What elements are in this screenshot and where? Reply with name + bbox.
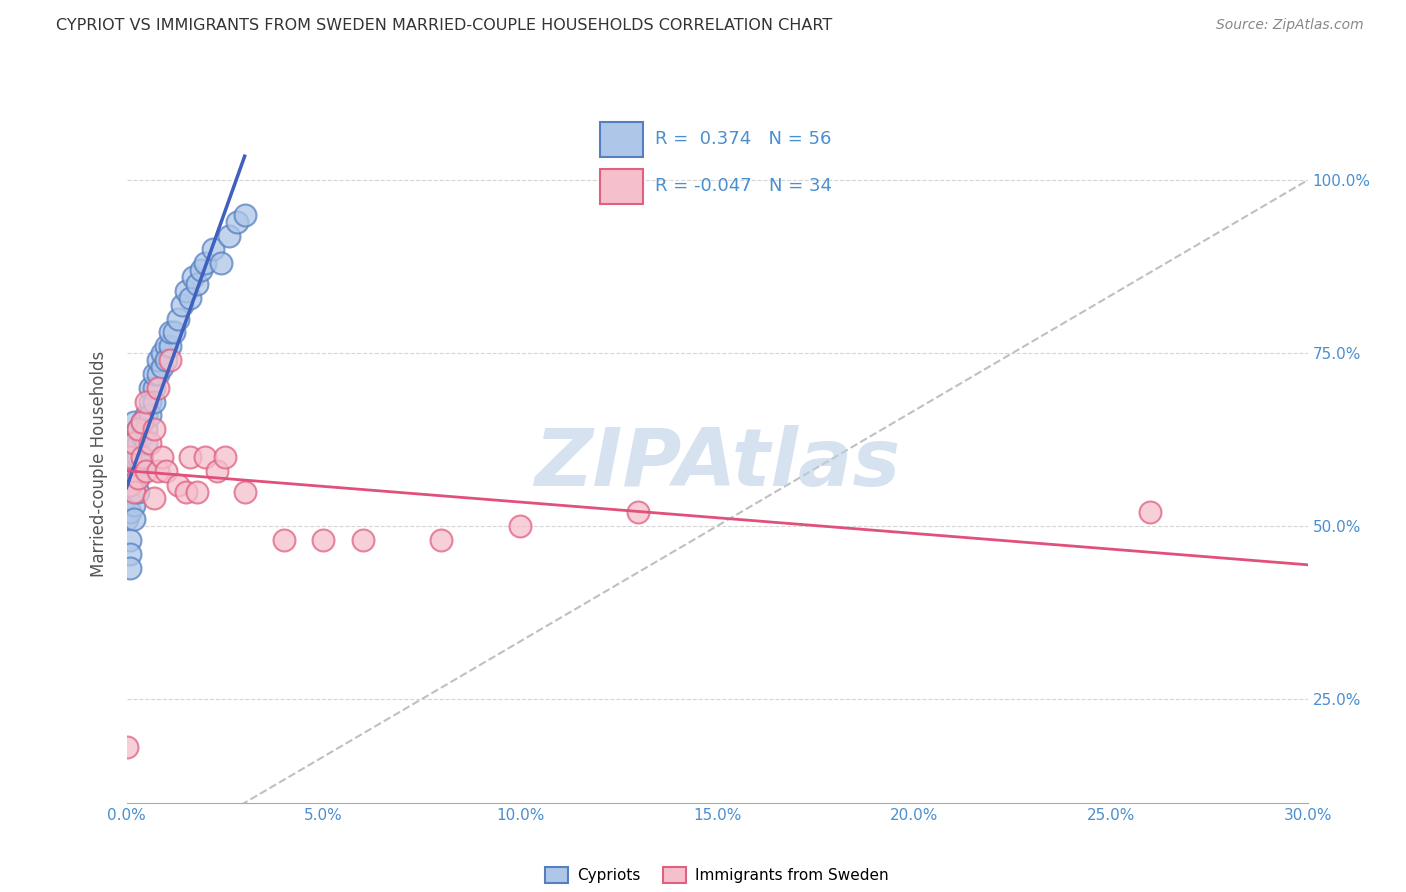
- Point: [205, 464, 228, 478]
- Point: [194, 450, 217, 464]
- Point: [120, 464, 142, 478]
- Point: [131, 450, 153, 464]
- Point: [159, 353, 181, 368]
- Point: [124, 484, 146, 499]
- Point: [124, 415, 146, 429]
- Point: [139, 394, 162, 409]
- Point: [170, 298, 193, 312]
- Point: [131, 415, 153, 429]
- Point: [139, 409, 162, 423]
- Point: [146, 353, 169, 368]
- Point: [312, 533, 335, 547]
- Point: [430, 533, 453, 547]
- Point: [1139, 505, 1161, 519]
- Point: [209, 256, 232, 270]
- Point: [127, 471, 149, 485]
- Text: ZIPAtlas: ZIPAtlas: [534, 425, 900, 503]
- Point: [186, 277, 208, 291]
- Point: [124, 429, 146, 443]
- Point: [218, 228, 240, 243]
- Point: [214, 450, 236, 464]
- Point: [127, 450, 149, 464]
- Point: [163, 326, 186, 340]
- Point: [143, 381, 166, 395]
- Point: [146, 381, 169, 395]
- Point: [146, 464, 169, 478]
- Text: R =  0.374   N = 56: R = 0.374 N = 56: [655, 130, 832, 148]
- Point: [179, 450, 201, 464]
- Point: [155, 353, 177, 368]
- Point: [166, 477, 188, 491]
- Point: [135, 394, 157, 409]
- Point: [174, 284, 197, 298]
- Point: [124, 436, 146, 450]
- Point: [135, 422, 157, 436]
- Point: [120, 505, 142, 519]
- Point: [179, 291, 201, 305]
- Point: [115, 512, 138, 526]
- Point: [174, 484, 197, 499]
- Point: [131, 429, 153, 443]
- Y-axis label: Married-couple Households: Married-couple Households: [90, 351, 108, 577]
- Point: [190, 263, 212, 277]
- Point: [135, 464, 157, 478]
- Legend: Cypriots, Immigrants from Sweden: Cypriots, Immigrants from Sweden: [546, 867, 889, 883]
- Point: [150, 359, 173, 374]
- Text: CYPRIOT VS IMMIGRANTS FROM SWEDEN MARRIED-COUPLE HOUSEHOLDS CORRELATION CHART: CYPRIOT VS IMMIGRANTS FROM SWEDEN MARRIE…: [56, 18, 832, 33]
- Point: [166, 311, 188, 326]
- Point: [183, 270, 205, 285]
- Point: [115, 491, 138, 506]
- Point: [627, 505, 650, 519]
- Point: [120, 547, 142, 561]
- Point: [233, 208, 256, 222]
- Point: [194, 256, 217, 270]
- Point: [135, 436, 157, 450]
- Point: [202, 243, 225, 257]
- Point: [143, 394, 166, 409]
- Point: [127, 471, 149, 485]
- Point: [150, 450, 173, 464]
- Point: [225, 215, 247, 229]
- Point: [127, 422, 149, 436]
- Point: [135, 409, 157, 423]
- Point: [124, 484, 146, 499]
- Point: [131, 415, 153, 429]
- Point: [143, 491, 166, 506]
- Point: [233, 484, 256, 499]
- Text: R = -0.047   N = 34: R = -0.047 N = 34: [655, 178, 832, 195]
- Point: [124, 512, 146, 526]
- Point: [155, 339, 177, 353]
- Point: [120, 533, 142, 547]
- Point: [127, 436, 149, 450]
- Point: [124, 464, 146, 478]
- Point: [186, 484, 208, 499]
- Point: [124, 436, 146, 450]
- Point: [143, 367, 166, 381]
- Point: [115, 740, 138, 755]
- FancyBboxPatch shape: [600, 122, 643, 157]
- Point: [120, 450, 142, 464]
- Point: [120, 477, 142, 491]
- Point: [143, 422, 166, 436]
- Point: [139, 436, 162, 450]
- Point: [159, 339, 181, 353]
- Point: [139, 381, 162, 395]
- Point: [120, 477, 142, 491]
- Text: Source: ZipAtlas.com: Source: ZipAtlas.com: [1216, 18, 1364, 32]
- Point: [509, 519, 531, 533]
- Point: [352, 533, 374, 547]
- Point: [120, 560, 142, 574]
- Point: [124, 499, 146, 513]
- Point: [159, 326, 181, 340]
- FancyBboxPatch shape: [600, 169, 643, 204]
- Point: [150, 346, 173, 360]
- Point: [120, 450, 142, 464]
- Point: [273, 533, 295, 547]
- Point: [127, 422, 149, 436]
- Point: [155, 464, 177, 478]
- Point: [127, 484, 149, 499]
- Point: [146, 367, 169, 381]
- Point: [124, 450, 146, 464]
- Point: [131, 457, 153, 471]
